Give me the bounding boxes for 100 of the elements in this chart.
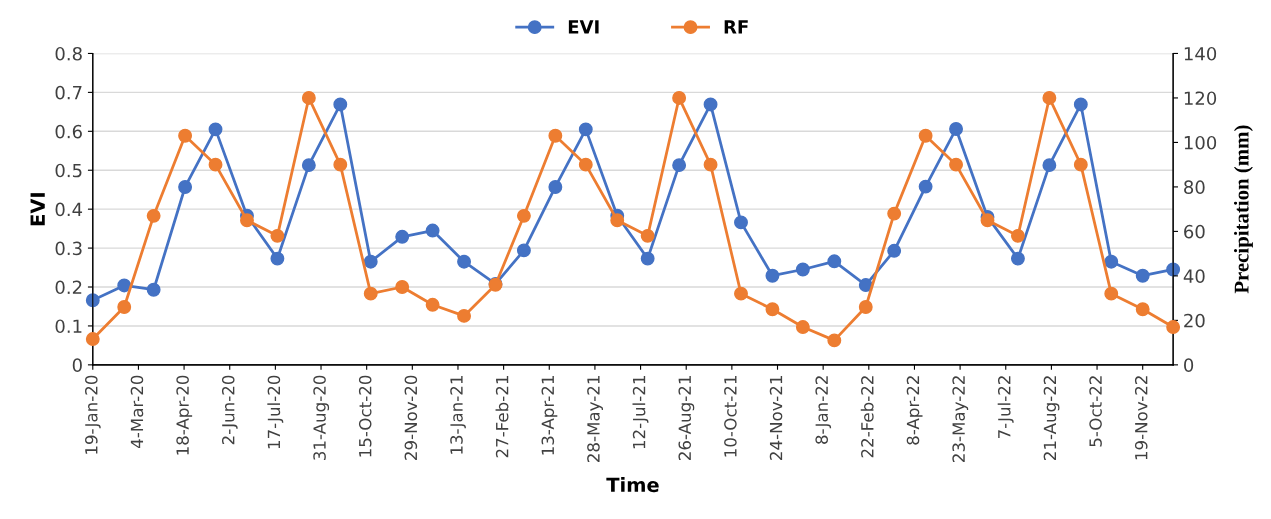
point xyxy=(578,122,593,137)
point xyxy=(1104,286,1119,301)
point xyxy=(703,97,718,112)
point xyxy=(918,128,933,143)
point xyxy=(425,223,440,238)
point xyxy=(178,128,193,143)
point xyxy=(146,282,161,297)
x-tick-label: 23-May-22 xyxy=(952,376,969,462)
point xyxy=(363,254,378,269)
point xyxy=(949,157,963,172)
y-tick-label: 0 xyxy=(72,358,82,372)
point xyxy=(734,286,748,301)
y2-tick-label: 80 xyxy=(1184,180,1205,195)
point xyxy=(270,228,285,243)
point xyxy=(858,300,873,314)
point xyxy=(1073,97,1088,112)
x-tick-label: 8-Apr-22 xyxy=(906,376,923,445)
point xyxy=(240,213,254,228)
point xyxy=(795,320,810,334)
point xyxy=(333,157,348,172)
x-tick-label: 13-Apr-21 xyxy=(541,376,558,455)
point xyxy=(363,286,378,301)
point xyxy=(672,90,687,105)
x-tick-label: 24-Nov-21 xyxy=(769,376,783,460)
x-tick-label: 21-Aug-22 xyxy=(1043,376,1060,460)
point xyxy=(208,157,223,172)
y-tick-label: 0.4 xyxy=(55,202,83,217)
point xyxy=(827,333,842,348)
point xyxy=(1010,251,1025,266)
point xyxy=(516,208,531,223)
point xyxy=(918,179,933,194)
x-tick-label: 12-Jul-21 xyxy=(632,376,649,449)
point xyxy=(640,251,655,266)
x-tick-label: 26-Aug-21 xyxy=(678,376,695,460)
point xyxy=(178,180,193,194)
point xyxy=(548,180,563,194)
x-tick-label: 31-Aug-20 xyxy=(313,375,330,460)
x-tick-label: 10-Oct-21 xyxy=(724,376,737,457)
point xyxy=(457,308,472,323)
point xyxy=(765,268,780,283)
y-axis-title: EVI xyxy=(30,193,45,226)
y-tick-label: 0.1 xyxy=(55,319,82,334)
x-tick-label: 22-Feb-22 xyxy=(860,376,874,458)
point xyxy=(672,158,687,173)
y-tick-label: 0.2 xyxy=(55,280,82,295)
point xyxy=(301,90,316,105)
point xyxy=(795,262,810,277)
point xyxy=(827,254,842,269)
point xyxy=(457,254,472,269)
point xyxy=(734,215,748,230)
x-tick-label: 8-Jan-22 xyxy=(815,376,832,444)
point xyxy=(117,300,132,314)
y-tick-label: 0.5 xyxy=(55,163,82,178)
x-tick-label: 29-Nov-20 xyxy=(404,375,418,460)
y2-tick-label: 40 xyxy=(1183,269,1205,283)
point xyxy=(1135,268,1150,283)
legend-label: RF xyxy=(724,20,748,34)
point xyxy=(85,332,100,347)
point xyxy=(395,229,410,244)
point xyxy=(395,280,410,294)
point xyxy=(548,128,563,143)
y-tick-label: 0.3 xyxy=(55,241,82,256)
x-tick-label: 15-Oct-20 xyxy=(358,375,372,457)
point xyxy=(980,213,995,228)
x-tick-label: 27-Feb-21 xyxy=(495,376,509,458)
y2-tick-label: 20 xyxy=(1184,313,1205,328)
y-tick-label: 0.6 xyxy=(55,124,82,139)
point xyxy=(640,228,655,243)
x-tick-label: 5-Oct-22 xyxy=(1089,376,1102,447)
y2-axis-title: Precipitation (mm) xyxy=(1233,125,1253,294)
point xyxy=(1166,320,1181,334)
x-tick-label: 7-Jul-22 xyxy=(997,376,1014,439)
x-axis-title: Time xyxy=(606,477,659,493)
x-tick-label: 19-Nov-22 xyxy=(1134,376,1148,460)
point xyxy=(270,251,285,266)
x-tick-label: 2-Jun-20 xyxy=(221,375,238,445)
point xyxy=(117,278,132,293)
legend-label: EVI xyxy=(568,20,599,34)
point xyxy=(1042,158,1057,173)
point xyxy=(887,243,902,258)
x-tick-label: 13-Jan-21 xyxy=(450,376,466,454)
point xyxy=(146,208,161,223)
point xyxy=(208,122,223,137)
y-tick-label: 0.7 xyxy=(55,85,82,100)
point xyxy=(765,302,780,317)
y2-tick-label: 140 xyxy=(1184,46,1217,61)
point xyxy=(301,158,316,173)
point xyxy=(1010,228,1025,243)
point xyxy=(1042,90,1057,105)
point xyxy=(425,297,440,312)
point xyxy=(887,206,902,221)
point xyxy=(703,157,718,172)
point xyxy=(949,122,963,136)
y2-tick-label: 60 xyxy=(1184,224,1205,239)
point xyxy=(858,278,873,293)
x-tick-label: 18-Apr-20 xyxy=(176,375,193,455)
point xyxy=(333,97,348,112)
point xyxy=(516,243,531,258)
x-tick-label: 4-Mar-20 xyxy=(130,375,144,448)
point xyxy=(1135,302,1150,317)
